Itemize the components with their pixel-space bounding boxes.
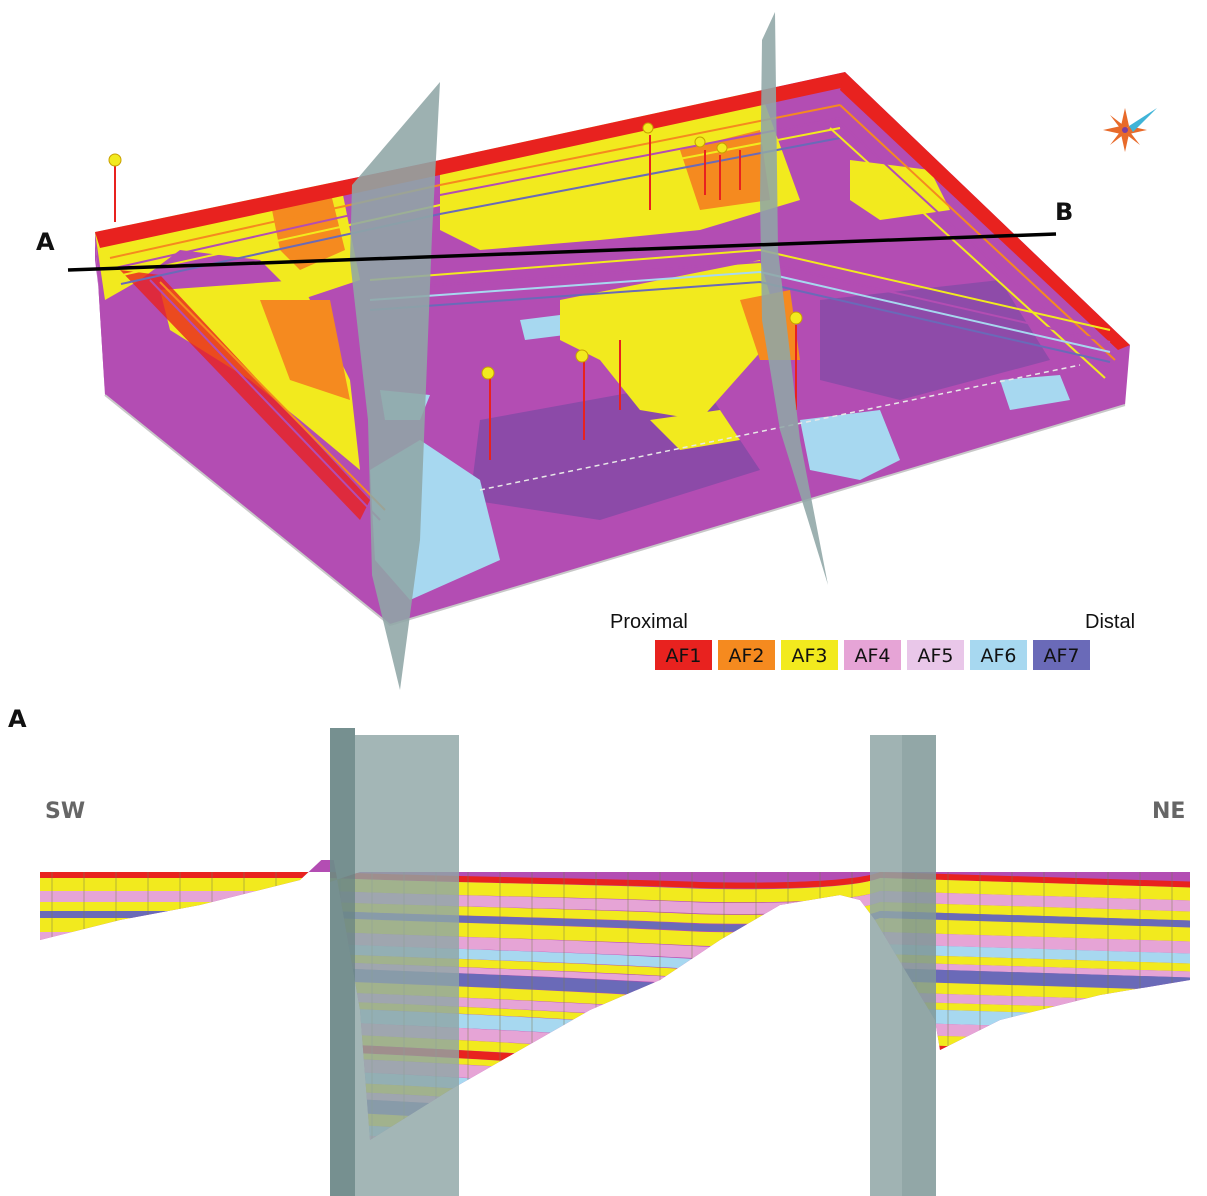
layer-band [40,1098,1190,1140]
legend-swatch [655,640,712,670]
legend-swatch [718,640,775,670]
layer-band [40,1022,1190,1056]
well-marker [108,153,122,222]
fault-plane [355,735,459,1196]
fault-planes-3d [350,12,828,690]
direction-sw-label: SW [45,799,85,824]
layer-band [40,1112,1190,1140]
layer-band [40,1034,1190,1067]
cross-section-label: A [8,705,27,733]
well-marker [642,122,654,210]
legend-proximal-label: Proximal [610,611,688,633]
section-start-label: A [36,228,55,256]
layer-band [40,1134,1190,1140]
well-marker [481,366,495,460]
legend-item-label: AF2 [728,645,764,667]
cross-section: A SW NE [0,705,1207,1196]
legend-swatch [781,640,838,670]
layer-band [0,1181,1207,1196]
legend-swatch [1033,640,1090,670]
legend-item-af4: AF4 [844,640,901,670]
section-end-label: B [1055,198,1073,226]
legend-item-label: AF6 [980,645,1016,667]
layer-bands [0,872,1207,1196]
legend-item-label: AF4 [854,645,890,667]
legend-swatch [844,640,901,670]
legend-item-af5: AF5 [907,640,964,670]
legend-swatch [907,640,964,670]
well-marker [789,311,803,410]
layer-band [40,1044,1190,1076]
layer-band [0,1161,1207,1196]
fault-plane [330,728,355,1196]
stratigraphic-layers [0,860,1207,1196]
block-model-3d [95,72,1130,627]
layer-band [40,1091,1190,1126]
well-markers [108,122,803,460]
well-marker [575,349,589,440]
legend-item-af2: AF2 [718,640,775,670]
legend-item-af6: AF6 [970,640,1027,670]
well-marker [694,136,741,200]
fault-planes-section [330,728,936,1196]
legend-item-label: AF7 [1043,645,1079,667]
legend-item-af1: AF1 [655,640,712,670]
legend-item-label: AF1 [665,645,701,667]
layer-band [40,1082,1190,1118]
layer-band [40,1052,1190,1083]
layer-band [40,1008,1190,1044]
facies-legend: Proximal Distal AF1 AF2 AF3 AF4 AF5 AF6 AF7 [610,611,1135,670]
legend-item-af3: AF3 [781,640,838,670]
compass-icon [1103,108,1157,152]
legend-item-af7: AF7 [1033,640,1090,670]
direction-ne-label: NE [1152,799,1185,824]
legend-distal-label: Distal [1085,611,1135,633]
legend-swatch [970,640,1027,670]
layer-band [40,1124,1190,1140]
fault-plane [870,735,902,1196]
layer-band [40,1058,1190,1096]
fault-plane [760,12,828,585]
fault-plane [902,735,936,1196]
layer-band [0,1172,1207,1196]
layer-band [40,1071,1190,1108]
layer-band [0,1148,1207,1193]
fault-plane [350,82,440,690]
layer-band [0,1142,1207,1179]
section-line-ab: A B [36,198,1073,272]
legend-item-label: AF5 [917,645,953,667]
legend-item-label: AF3 [791,645,827,667]
